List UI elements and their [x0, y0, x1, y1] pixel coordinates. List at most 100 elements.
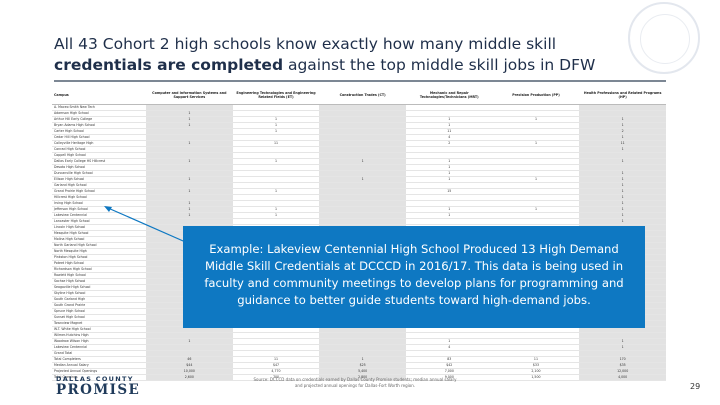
credential-count-cell: [492, 146, 580, 153]
campus-name-cell: Sachse High School: [52, 278, 146, 285]
credential-count-cell: 1: [579, 182, 666, 189]
credential-count-cell: [319, 206, 406, 213]
table-row: Coppell High School: [52, 152, 666, 159]
table-row: Bryan Adams High School 1 1 1 1: [52, 122, 666, 129]
campus-name-cell: W.T. White High School: [52, 326, 146, 333]
campus-name-cell: Desoto High School: [52, 164, 146, 171]
table-row: Total Completers 46 11 1 83 11 170: [52, 356, 666, 363]
credential-count-cell: 1: [579, 134, 666, 141]
credential-count-cell: [319, 140, 406, 147]
campus-name-cell: Jefferson High School: [52, 206, 146, 213]
credential-count-cell: [492, 128, 580, 135]
credential-count-cell: [579, 350, 666, 357]
credential-count-cell: 1: [579, 176, 666, 183]
campus-name-cell: Bryan Adams High School: [52, 122, 146, 129]
credential-count-cell: [405, 194, 493, 201]
campus-name-cell: North Mesquite High: [52, 248, 146, 255]
credential-count-cell: [146, 326, 233, 333]
credential-count-cell: 1: [232, 128, 320, 135]
credential-count-cell: [579, 104, 666, 111]
credential-count-cell: 4,000: [579, 374, 666, 381]
credential-count-cell: [579, 326, 666, 333]
credential-count-cell: [319, 326, 406, 333]
credential-count-cell: [319, 104, 406, 111]
credential-count-cell: [492, 110, 580, 117]
credential-count-cell: [232, 104, 320, 111]
campus-name-cell: South Garland High: [52, 296, 146, 303]
logo-county-text: DALLAS COUNTY: [56, 375, 134, 383]
credential-count-cell: [405, 332, 493, 339]
campus-name-cell: Arthur Hill Early College: [52, 116, 146, 123]
credential-count-cell: 11: [232, 140, 320, 147]
table-row: Irving High School 1 1: [52, 200, 666, 207]
credential-count-cell: [146, 146, 233, 153]
campus-name-cell: North Garland High School: [52, 242, 146, 249]
credential-count-cell: [492, 218, 580, 225]
credential-count-cell: [232, 110, 320, 117]
credential-count-cell: 4: [405, 344, 493, 351]
credential-count-cell: [319, 344, 406, 351]
credential-count-cell: [232, 164, 320, 171]
credential-count-cell: 1: [146, 158, 233, 165]
credential-count-cell: 1: [492, 206, 580, 213]
credential-count-cell: [232, 344, 320, 351]
credential-count-cell: 1: [405, 170, 493, 177]
campus-name-cell: Townview Magnet: [52, 320, 146, 327]
credential-count-cell: [405, 326, 493, 333]
campus-name-cell: Lancaster High School: [52, 218, 146, 225]
credential-count-cell: 1: [579, 206, 666, 213]
credential-count-cell: [492, 200, 580, 207]
credential-count-cell: 1: [579, 344, 666, 351]
campus-name-cell: Seagoville High School: [52, 284, 146, 291]
campus-name-cell: Garland High School: [52, 182, 146, 189]
credential-count-cell: $33: [492, 362, 580, 369]
credential-count-cell: [319, 332, 406, 339]
credential-count-cell: [319, 110, 406, 117]
credential-count-cell: [232, 134, 320, 141]
credential-count-cell: [146, 332, 233, 339]
campus-name-cell: Poteet High School: [52, 260, 146, 267]
campus-name-cell: Hillcrest High School: [52, 194, 146, 201]
credential-count-cell: [146, 194, 233, 201]
credential-count-cell: 11: [405, 128, 493, 135]
table-row: Grand Prairie High School 1 1 15 1: [52, 188, 666, 195]
credential-count-cell: [492, 338, 580, 345]
credential-count-cell: [319, 212, 406, 219]
campus-name-cell: Spruce High School: [52, 308, 146, 315]
credential-count-cell: [319, 164, 406, 171]
campus-name-cell: Cedar Hill High School: [52, 134, 146, 141]
credential-count-cell: $47: [232, 362, 320, 369]
credential-count-cell: [579, 152, 666, 159]
table-row: Median Annual Salary $44 $47 $25 $42 $33 $35: [52, 362, 666, 369]
campus-name-cell: Rowlett High School: [52, 272, 146, 279]
credential-count-cell: [319, 182, 406, 189]
credential-count-cell: [232, 338, 320, 345]
credential-count-cell: $25: [319, 362, 406, 369]
credential-count-cell: [232, 218, 320, 225]
credential-count-cell: [492, 104, 580, 111]
title-divider: [54, 80, 666, 82]
campus-name-cell: Skyline High School: [52, 290, 146, 297]
column-header: Campus: [52, 86, 146, 105]
campus-name-cell: Total Completers: [52, 356, 146, 363]
table-row: Duncanville High School 1 1: [52, 170, 666, 177]
credential-count-cell: 1: [492, 140, 580, 147]
credential-count-cell: [232, 146, 320, 153]
credential-count-cell: 1: [492, 176, 580, 183]
credential-count-cell: [492, 326, 580, 333]
credential-count-cell: 11: [579, 140, 666, 147]
table-row: Grand Total: [52, 350, 666, 357]
column-header: Health Professions and Related Programs …: [579, 86, 666, 105]
credential-count-cell: [319, 194, 406, 201]
credential-count-cell: [405, 350, 493, 357]
credential-count-cell: [146, 170, 233, 177]
credential-count-cell: 1: [579, 212, 666, 219]
credential-count-cell: [319, 134, 406, 141]
campus-name-cell: Median Annual Salary: [52, 362, 146, 369]
campus-name-cell: Coppell High School: [52, 152, 146, 159]
credential-count-cell: 1: [146, 338, 233, 345]
campus-name-cell: Projected Annual Openings: [52, 368, 146, 375]
credential-count-cell: [319, 116, 406, 123]
campus-name-cell: Lakeview Centennial: [52, 344, 146, 351]
credential-count-cell: [146, 164, 233, 171]
